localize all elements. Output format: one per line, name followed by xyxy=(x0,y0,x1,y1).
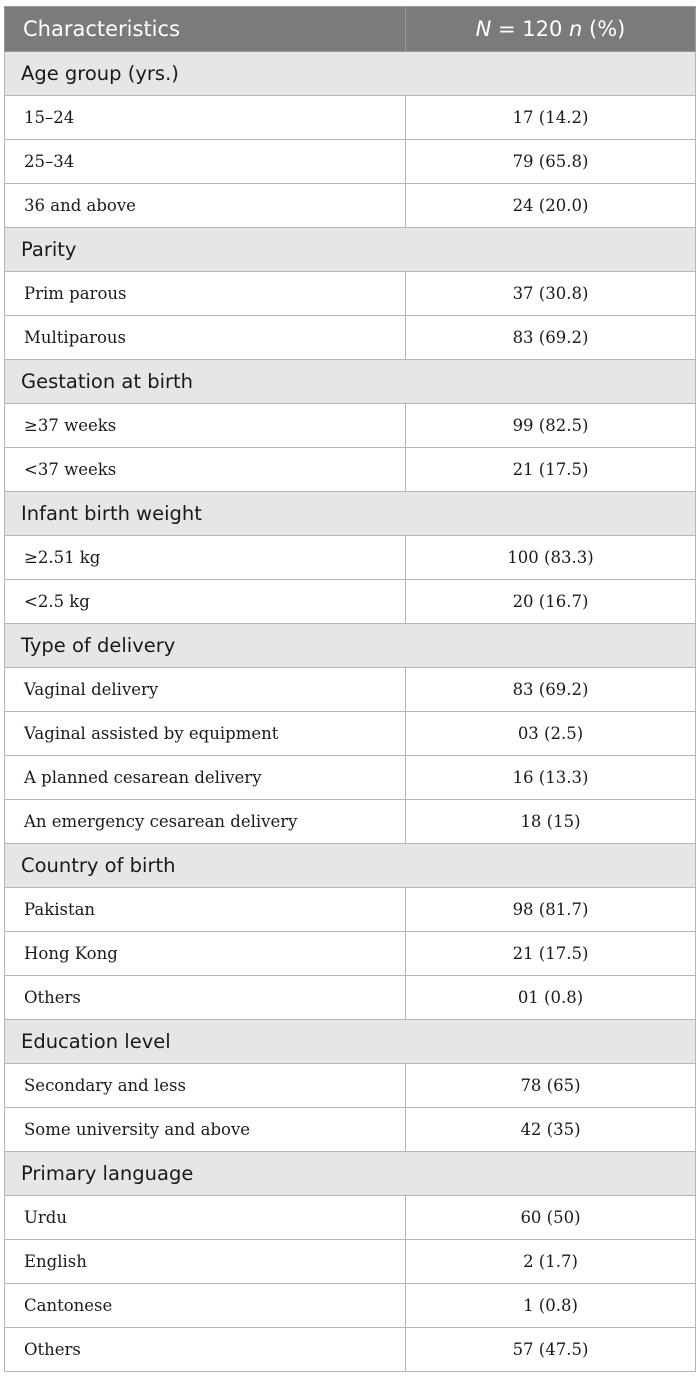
row-label: Vaginal assisted by equipment xyxy=(4,711,406,756)
table-row: Hong Kong 21 (17.5) xyxy=(4,931,696,976)
table-row: English 2 (1.7) xyxy=(4,1239,696,1284)
header-n-equals: = 120 xyxy=(491,17,570,41)
section-title: Gestation at birth xyxy=(4,359,696,404)
section-title: Infant birth weight xyxy=(4,491,696,536)
row-label: ≥37 weeks xyxy=(4,403,406,448)
table-row: <2.5 kg 20 (16.7) xyxy=(4,579,696,624)
header-n-lower-symbol: n xyxy=(569,17,583,41)
row-value: 17 (14.2) xyxy=(405,95,696,140)
section-title: Education level xyxy=(4,1019,696,1064)
row-value: 60 (50) xyxy=(405,1195,696,1240)
table-row: Prim parous 37 (30.8) xyxy=(4,271,696,316)
table-row: <37 weeks 21 (17.5) xyxy=(4,447,696,492)
section-header-row: Infant birth weight xyxy=(4,491,696,536)
table-row: Multiparous 83 (69.2) xyxy=(4,315,696,360)
row-value: 79 (65.8) xyxy=(405,139,696,184)
table-row: Cantonese 1 (0.8) xyxy=(4,1283,696,1328)
table-row: An emergency cesarean delivery 18 (15) xyxy=(4,799,696,844)
section-title: Country of birth xyxy=(4,843,696,888)
table-row: Urdu 60 (50) xyxy=(4,1195,696,1240)
row-value: 1 (0.8) xyxy=(405,1283,696,1328)
section-title: Primary language xyxy=(4,1151,696,1196)
table-row: Vaginal delivery 83 (69.2) xyxy=(4,667,696,712)
table-row: 25–34 79 (65.8) xyxy=(4,139,696,184)
table-row: 36 and above 24 (20.0) xyxy=(4,183,696,228)
header-sample-size: N = 120 n (%) xyxy=(405,6,696,52)
table-row: Pakistan 98 (81.7) xyxy=(4,887,696,932)
table-row: Vaginal assisted by equipment 03 (2.5) xyxy=(4,711,696,756)
table-row: ≥2.51 kg 100 (83.3) xyxy=(4,535,696,580)
row-label: 25–34 xyxy=(4,139,406,184)
row-value: 37 (30.8) xyxy=(405,271,696,316)
section-header-row: Primary language xyxy=(4,1151,696,1196)
row-label: Multiparous xyxy=(4,315,406,360)
row-value: 2 (1.7) xyxy=(405,1239,696,1284)
row-label: 15–24 xyxy=(4,95,406,140)
row-value: 99 (82.5) xyxy=(405,403,696,448)
table-row: Others 01 (0.8) xyxy=(4,975,696,1020)
section-header-row: Gestation at birth xyxy=(4,359,696,404)
section-header-row: Parity xyxy=(4,227,696,272)
header-n-symbol: N xyxy=(475,17,492,41)
row-label: Pakistan xyxy=(4,887,406,932)
characteristics-table: Characteristics N = 120 n (%) Age group … xyxy=(4,6,696,1372)
row-value: 42 (35) xyxy=(405,1107,696,1152)
table-row: Secondary and less 78 (65) xyxy=(4,1063,696,1108)
row-value: 24 (20.0) xyxy=(405,183,696,228)
section-title: Age group (yrs.) xyxy=(4,51,696,96)
header-percent: (%) xyxy=(582,17,626,41)
row-value: 100 (83.3) xyxy=(405,535,696,580)
row-label: Cantonese xyxy=(4,1283,406,1328)
row-label: <37 weeks xyxy=(4,447,406,492)
row-value: 83 (69.2) xyxy=(405,315,696,360)
row-label: Vaginal delivery xyxy=(4,667,406,712)
row-label: Urdu xyxy=(4,1195,406,1240)
row-label: Others xyxy=(4,975,406,1020)
row-label: Some university and above xyxy=(4,1107,406,1152)
row-label: Hong Kong xyxy=(4,931,406,976)
row-value: 98 (81.7) xyxy=(405,887,696,932)
row-value: 78 (65) xyxy=(405,1063,696,1108)
row-label: ≥2.51 kg xyxy=(4,535,406,580)
characteristics-table-container: Characteristics N = 120 n (%) Age group … xyxy=(4,6,696,1372)
section-header-row: Age group (yrs.) xyxy=(4,51,696,96)
row-value: 16 (13.3) xyxy=(405,755,696,800)
table-header-row: Characteristics N = 120 n (%) xyxy=(4,6,696,52)
row-label: A planned cesarean delivery xyxy=(4,755,406,800)
table-row: A planned cesarean delivery 16 (13.3) xyxy=(4,755,696,800)
row-value: 20 (16.7) xyxy=(405,579,696,624)
row-value: 83 (69.2) xyxy=(405,667,696,712)
table-body: Age group (yrs.) 15–24 17 (14.2) 25–34 79 (6… xyxy=(4,51,696,1372)
row-label: Prim parous xyxy=(4,271,406,316)
table-row: 15–24 17 (14.2) xyxy=(4,95,696,140)
row-value: 01 (0.8) xyxy=(405,975,696,1020)
row-label: Others xyxy=(4,1327,406,1372)
row-label: 36 and above xyxy=(4,183,406,228)
table-row: Others 57 (47.5) xyxy=(4,1327,696,1372)
table-row: ≥37 weeks 99 (82.5) xyxy=(4,403,696,448)
section-header-row: Education level xyxy=(4,1019,696,1064)
row-value: 57 (47.5) xyxy=(405,1327,696,1372)
row-label: An emergency cesarean delivery xyxy=(4,799,406,844)
row-value: 21 (17.5) xyxy=(405,931,696,976)
row-value: 03 (2.5) xyxy=(405,711,696,756)
header-characteristics: Characteristics xyxy=(4,6,406,52)
row-label: Secondary and less xyxy=(4,1063,406,1108)
row-label: <2.5 kg xyxy=(4,579,406,624)
row-value: 18 (15) xyxy=(405,799,696,844)
table-row: Some university and above 42 (35) xyxy=(4,1107,696,1152)
row-value: 21 (17.5) xyxy=(405,447,696,492)
row-label: English xyxy=(4,1239,406,1284)
section-header-row: Country of birth xyxy=(4,843,696,888)
section-header-row: Type of delivery xyxy=(4,623,696,668)
section-title: Parity xyxy=(4,227,696,272)
section-title: Type of delivery xyxy=(4,623,696,668)
